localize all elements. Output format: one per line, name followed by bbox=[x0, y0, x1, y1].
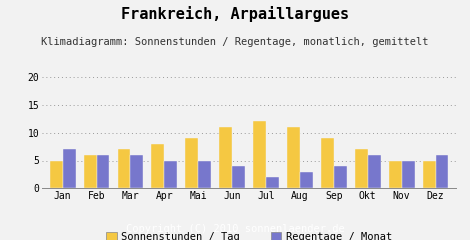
Bar bbox=[96, 155, 110, 188]
Bar bbox=[423, 161, 436, 188]
Text: Copyright (C) 2010 sonnenlaender.de: Copyright (C) 2010 sonnenlaender.de bbox=[125, 224, 345, 234]
Text: Klimadiagramm: Sonnenstunden / Regentage, monatlich, gemittelt: Klimadiagramm: Sonnenstunden / Regentage… bbox=[41, 37, 429, 47]
Text: Frankreich, Arpaillargues: Frankreich, Arpaillargues bbox=[121, 6, 349, 22]
Bar bbox=[198, 161, 211, 188]
Bar bbox=[50, 161, 63, 188]
Bar bbox=[151, 144, 164, 188]
Bar bbox=[402, 161, 415, 188]
Bar bbox=[287, 127, 300, 188]
Bar bbox=[334, 166, 347, 188]
Bar bbox=[131, 155, 143, 188]
Bar bbox=[266, 177, 279, 188]
Bar bbox=[300, 172, 313, 188]
Bar bbox=[368, 155, 381, 188]
Bar bbox=[63, 149, 76, 188]
Bar bbox=[436, 155, 448, 188]
Bar bbox=[118, 149, 131, 188]
Bar bbox=[232, 166, 245, 188]
Bar bbox=[164, 161, 177, 188]
Bar bbox=[355, 149, 368, 188]
Bar bbox=[321, 138, 334, 188]
Bar bbox=[219, 127, 232, 188]
Bar bbox=[389, 161, 402, 188]
Bar bbox=[185, 138, 198, 188]
Bar bbox=[84, 155, 96, 188]
Legend: Sonnenstunden / Tag, Regentage / Monat: Sonnenstunden / Tag, Regentage / Monat bbox=[102, 227, 396, 240]
Bar bbox=[253, 121, 266, 188]
